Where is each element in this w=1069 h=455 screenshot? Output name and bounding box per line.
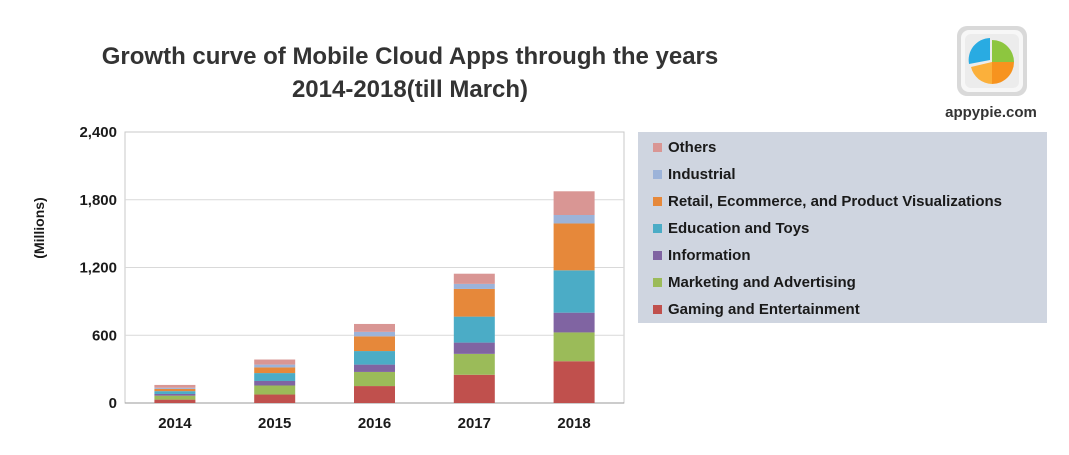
x-tick-label: 2017 [458,415,491,432]
x-tick-label: 2016 [358,415,391,432]
y-tick-label: 0 [109,395,117,412]
bar-segment [553,361,595,403]
brand-text: appypie.com [945,104,1037,121]
bar-segment [354,323,395,332]
legend-label: Education and Toys [668,219,810,237]
bar-segment [254,364,296,368]
bar-segment [154,399,196,403]
bar-segment [553,332,595,362]
bar-segment [154,395,196,400]
legend-item: Retail, Ecommerce, and Product Visualiza… [653,191,1002,211]
bar-segment [453,273,495,284]
legend-item: Gaming and Entertainment [653,299,860,319]
legend-swatch [653,277,662,287]
bar-segment [553,191,595,215]
legend-swatch [653,250,662,260]
bar-segment [354,364,395,372]
bar-segment [453,316,495,343]
chart-title-line-1: Growth curve of Mobile Cloud Apps throug… [101,43,719,70]
chart-title-line-2: 2014-2018(till March) [291,76,529,103]
bar-segment [254,359,296,365]
chart-title: Growth curve of Mobile Cloud Apps throug… [40,40,780,106]
stacked-bar-chart: (Millions) 2,400 1,800 1,200 600 0 2014 2015 20… [31,124,625,432]
legend-item: Information [653,245,751,265]
y-tick-label: 600 [92,327,117,344]
legend-label: Industrial [668,165,736,183]
bar-segment [354,386,395,403]
bar-segment [154,393,196,396]
y-axis-label: (Millions) [31,197,47,258]
bar-segment [154,391,196,394]
bar-segment [354,351,395,365]
legend-item: Others [653,137,716,157]
bar-segment [254,373,296,381]
chart-legend: Others Industrial Retail, Ecommerce, and P… [638,132,1047,323]
legend-label: Information [668,246,751,264]
bar-segment [453,342,495,354]
legend-swatch [653,142,662,152]
x-tick-label: 2018 [557,415,590,432]
legend-item: Industrial [653,164,736,184]
bar-segment [453,288,495,317]
bar-segment [553,270,595,313]
pie-chart-logo-icon [957,26,1027,96]
legend-label: Retail, Ecommerce, and Product Visualiza… [668,192,1002,210]
legend-label: Gaming and Entertainment [668,300,860,318]
bar-segment [154,384,196,388]
bar-segment [553,214,595,224]
y-tick-label: 2,400 [79,124,117,141]
bar-segment [254,394,296,403]
bar-segment [254,380,296,386]
legend-swatch [653,196,662,206]
legend-item: Marketing and Advertising [653,272,856,292]
x-tick-label: 2015 [258,415,291,432]
bar-segment [354,371,395,387]
y-tick-label: 1,800 [79,192,117,209]
bar-segment [254,385,296,395]
bar-segment [154,387,196,389]
legend-swatch [653,304,662,314]
bar-segment [453,283,495,289]
y-tick-label: 1,200 [79,260,117,277]
legend-swatch [653,223,662,233]
bar-segment [553,312,595,333]
bar-segment [453,374,495,403]
legend-label: Others [668,138,717,156]
bar-segment [354,331,395,337]
bar-segment [254,367,296,374]
legend-item: Education and Toys [653,218,809,238]
bar-segment [453,353,495,375]
bar-segment [154,388,196,392]
legend-swatch [653,169,662,179]
x-tick-label: 2014 [158,415,192,432]
bar-segment [354,336,395,352]
bar-segment [553,223,595,271]
legend-label: Marketing and Advertising [668,273,856,291]
